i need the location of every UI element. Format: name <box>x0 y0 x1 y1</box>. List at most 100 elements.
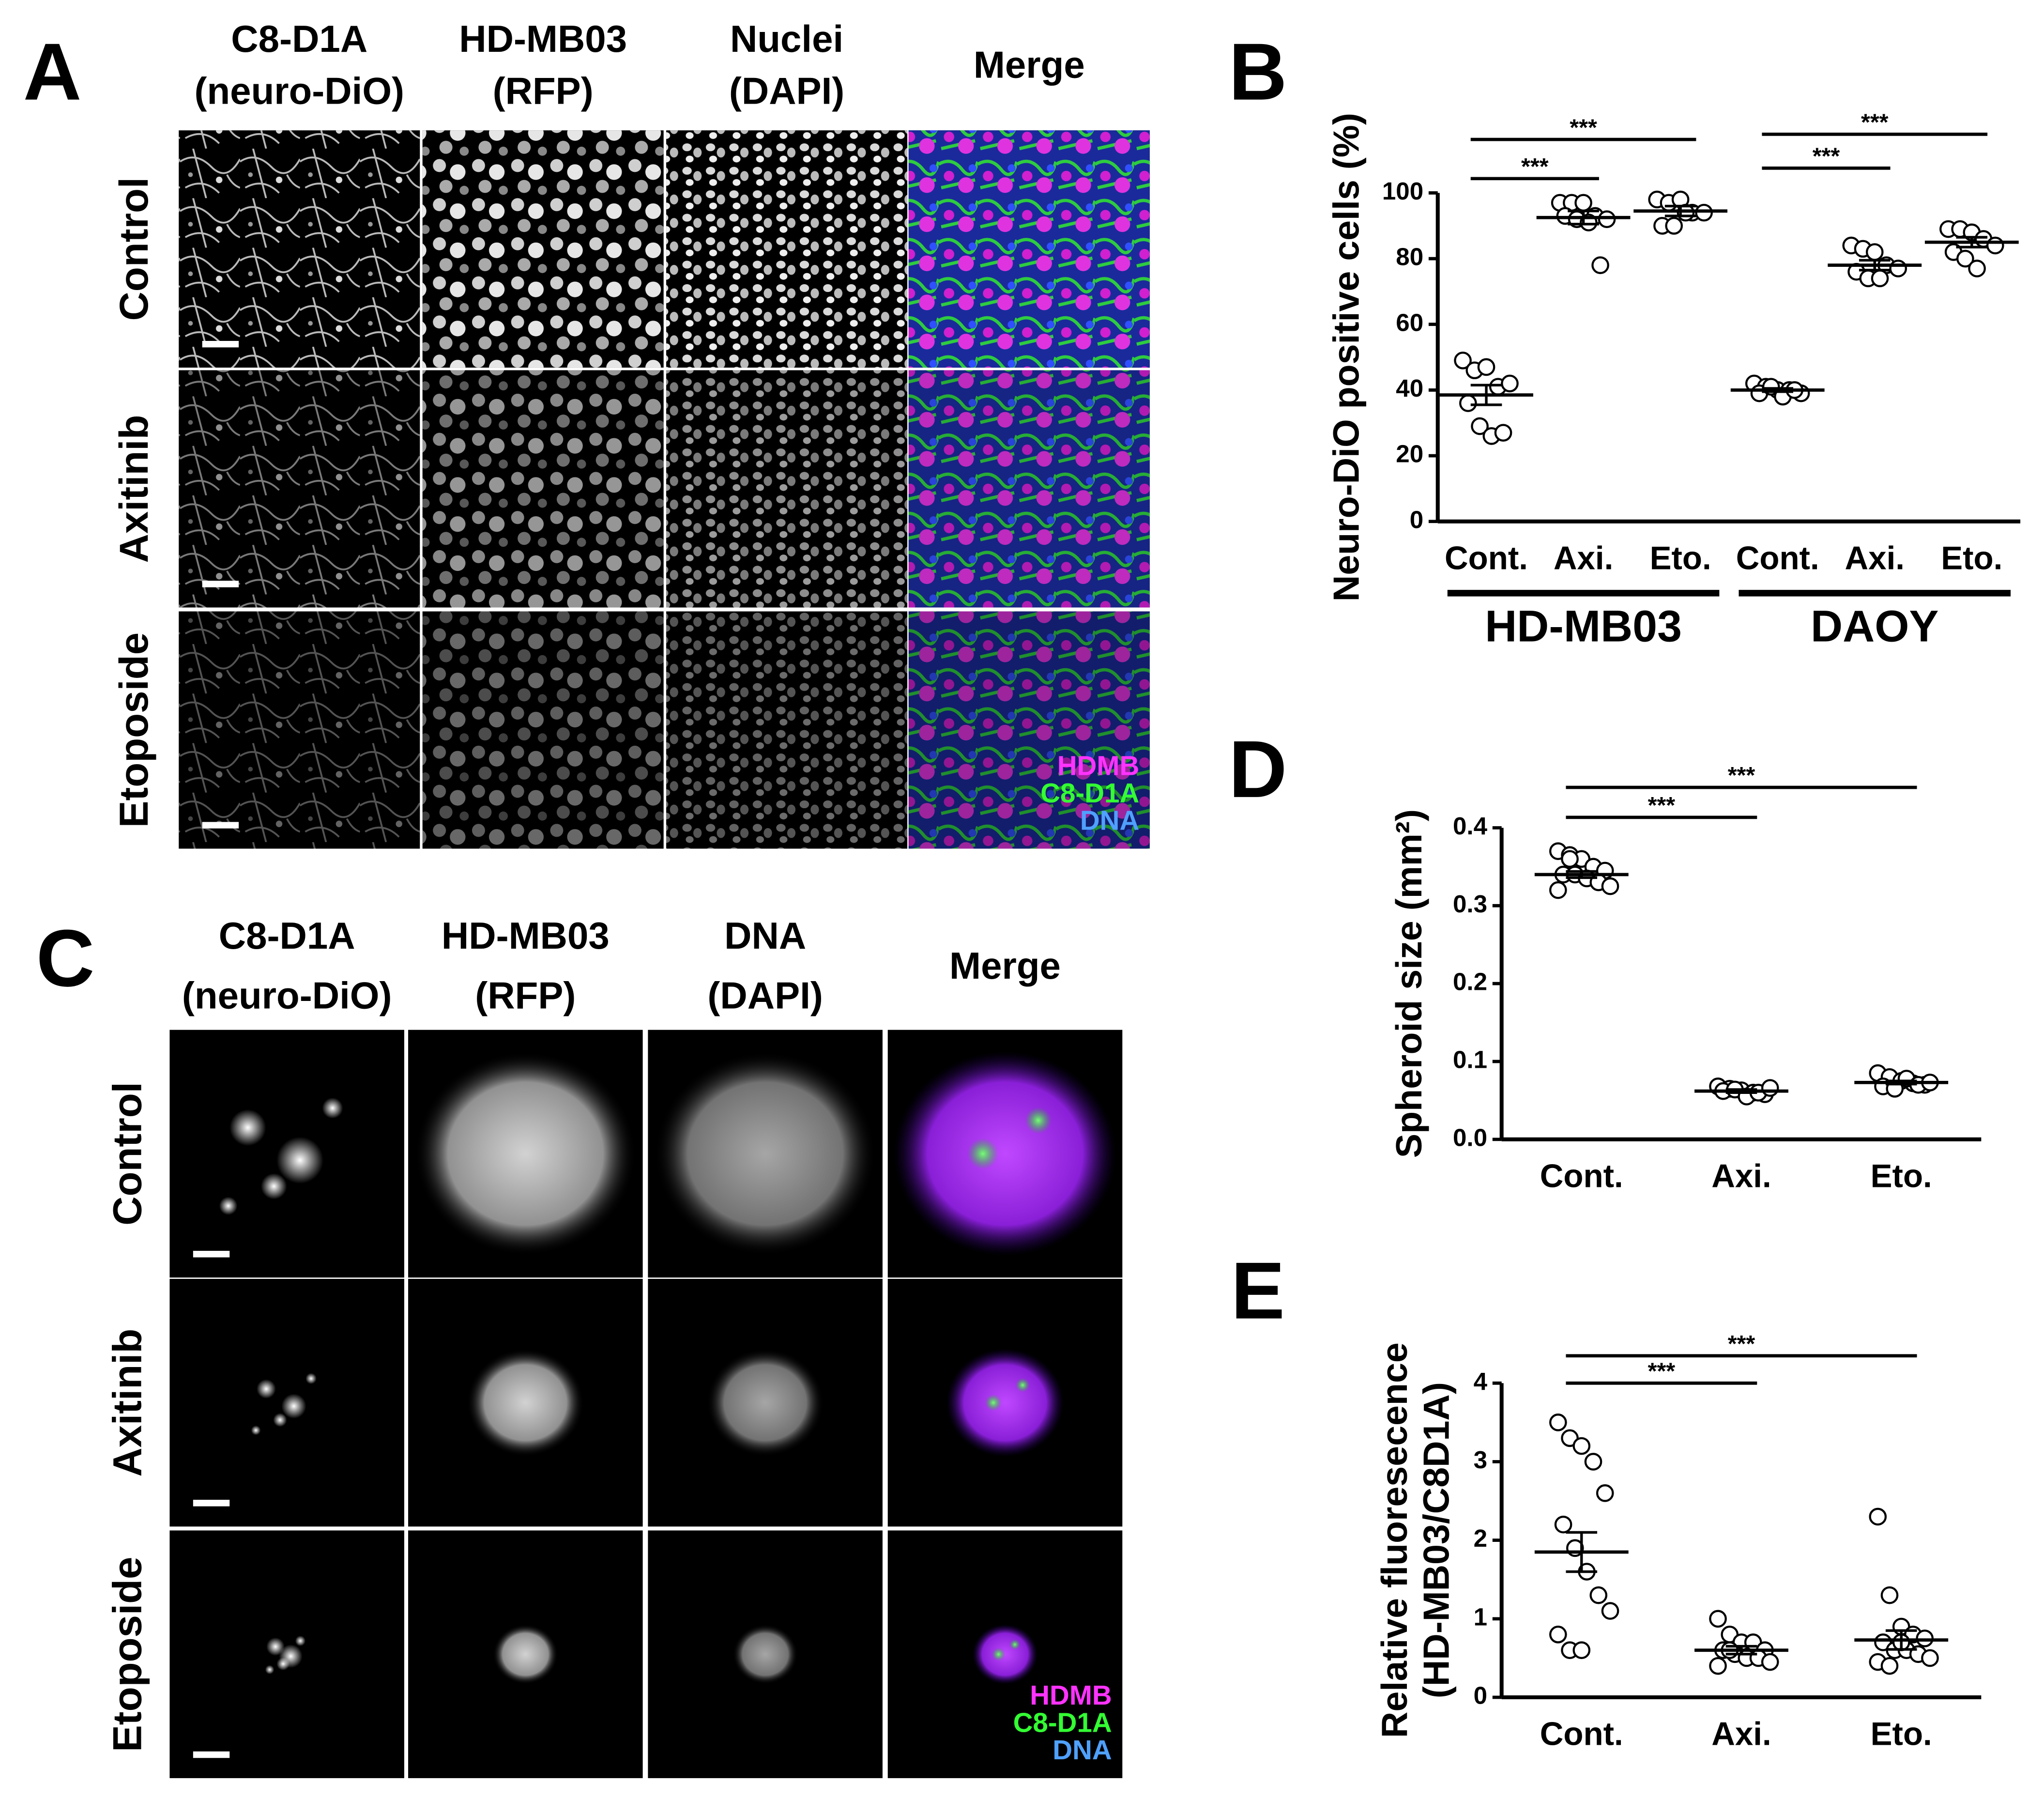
micrograph <box>422 370 664 608</box>
significance-label: *** <box>1570 114 1597 140</box>
data-point <box>1968 260 1986 277</box>
panel-letter: D <box>1229 724 1287 815</box>
micrograph <box>422 130 664 368</box>
micrograph <box>666 370 908 608</box>
column-header: (RFP) <box>493 69 594 112</box>
significance-label: *** <box>1728 1331 1755 1357</box>
error-bar <box>1725 1645 1757 1656</box>
y-tick-label: 0.1 <box>1453 1046 1487 1074</box>
y-tick-label: 3 <box>1474 1446 1487 1474</box>
image-texture <box>179 130 420 368</box>
image-spot <box>273 1413 287 1427</box>
micrograph <box>179 611 420 849</box>
legend-entry: C8-D1A <box>1040 778 1139 808</box>
legend-entry: DNA <box>1053 1735 1112 1765</box>
data-point <box>1591 256 1609 274</box>
micrograph <box>908 611 1150 849</box>
error-bar <box>1762 387 1794 393</box>
micrograph <box>908 130 1150 368</box>
data-point <box>1574 194 1592 212</box>
micrograph <box>408 1278 643 1527</box>
column-header: HD-MB03 <box>442 914 610 957</box>
image-spot <box>276 1137 324 1184</box>
y-tick-label: 40 <box>1396 374 1423 402</box>
image-texture <box>666 370 908 608</box>
image-texture <box>179 370 420 608</box>
micrograph <box>666 611 908 849</box>
micrograph <box>908 370 1150 608</box>
column-header: (neuro-DiO) <box>182 974 392 1017</box>
data-point <box>1761 1079 1779 1097</box>
y-axis-label: Spheroid size (mm²) <box>1388 809 1429 1158</box>
image-texture <box>908 611 1150 849</box>
x-tick-label: Eto. <box>1941 540 2002 576</box>
column-header: (RFP) <box>475 974 576 1017</box>
panel-letter: C <box>36 913 95 1003</box>
data-point <box>1549 1414 1567 1431</box>
significance-label: *** <box>1521 154 1549 180</box>
significance-label: *** <box>1648 792 1676 818</box>
column-header: (neuro-DiO) <box>195 69 405 112</box>
micrograph <box>169 1530 404 1778</box>
x-tick-label: Eto. <box>1871 1716 1932 1753</box>
data-point <box>1880 1586 1899 1604</box>
image-spot <box>1025 1107 1052 1134</box>
y-tick-label: 20 <box>1396 440 1423 468</box>
image-blob <box>946 1349 1064 1457</box>
data-point <box>1471 417 1489 435</box>
image-spot <box>219 1197 238 1215</box>
x-tick-label: Cont. <box>1445 540 1528 576</box>
error-bar <box>1566 870 1598 879</box>
y-tick-label: 1 <box>1474 1603 1487 1630</box>
data-point <box>1601 1602 1619 1620</box>
data-point <box>1761 1653 1779 1671</box>
column-header: Merge <box>974 44 1085 86</box>
micrograph <box>666 130 908 368</box>
y-tick-label: 0 <box>1474 1682 1487 1709</box>
data-point <box>1865 243 1884 261</box>
data-point <box>1601 877 1619 895</box>
data-point <box>1986 236 2004 255</box>
column-header: (DAPI) <box>729 69 844 112</box>
error-bar <box>1956 236 1988 249</box>
image-spot <box>992 1647 1006 1661</box>
column-header: Merge <box>949 944 1061 987</box>
image-texture <box>666 130 908 368</box>
error-bar <box>1725 1088 1757 1094</box>
micrograph <box>887 1030 1123 1278</box>
data-point <box>1561 850 1579 868</box>
y-axis-label: Relative fluoresecence <box>1374 1342 1415 1738</box>
x-tick-label: Cont. <box>1736 540 1819 576</box>
data-point <box>1494 424 1512 442</box>
data-point <box>1454 352 1472 369</box>
data-point <box>1554 1515 1572 1534</box>
data-point <box>1869 1507 1887 1526</box>
column-header: DNA <box>724 914 806 957</box>
data-point <box>1709 1657 1727 1675</box>
micrograph <box>179 370 420 608</box>
image-spot <box>229 1109 266 1146</box>
row-label: Axitinib <box>105 1329 150 1477</box>
row-label: Etoposide <box>111 632 156 828</box>
data-point <box>1459 394 1477 412</box>
data-point <box>1549 881 1567 899</box>
error-bar <box>1470 384 1502 406</box>
micrograph <box>648 1030 883 1278</box>
micrograph <box>169 1278 404 1527</box>
image-blob <box>654 1051 876 1256</box>
group-label: HD-MB03 <box>1485 601 1682 651</box>
image-spot <box>985 1394 1002 1411</box>
row-label: Control <box>111 177 156 321</box>
image-texture <box>422 611 664 849</box>
y-tick-label: 0.0 <box>1453 1123 1487 1151</box>
y-tick-label: 100 <box>1382 177 1423 205</box>
image-blob <box>894 1051 1116 1256</box>
micrograph <box>887 1278 1123 1527</box>
micrograph <box>408 1530 643 1778</box>
image-texture <box>179 611 420 849</box>
x-tick-label: Cont. <box>1540 1716 1623 1753</box>
data-point <box>1695 203 1713 222</box>
significance-label: *** <box>1813 143 1840 169</box>
